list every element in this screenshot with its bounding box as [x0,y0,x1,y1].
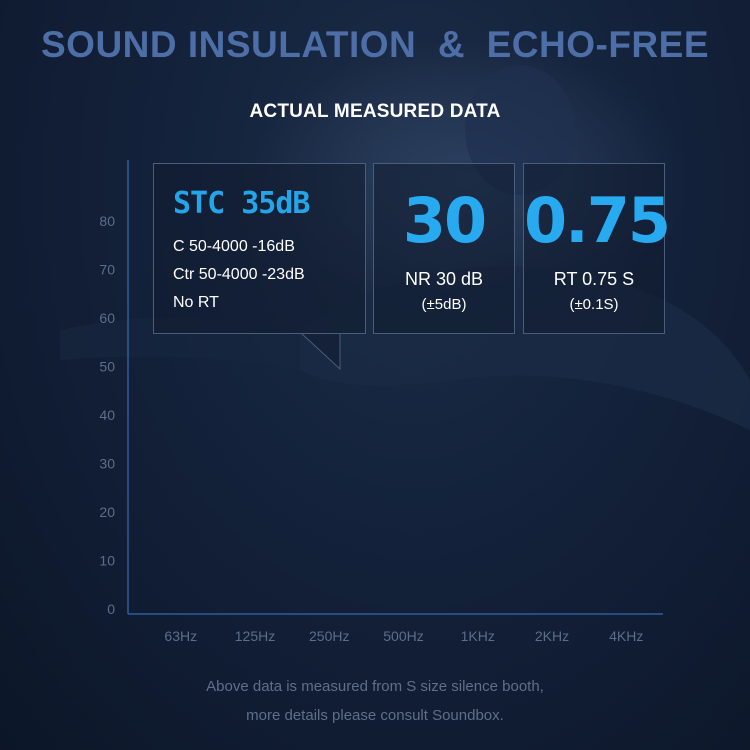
y-tick-labels: 0 10 20 30 40 50 60 70 80 [99,213,115,617]
stc-line-rt: No RT [173,294,219,311]
nr-label: NR 30 dB [404,269,484,289]
x-tick-label: 500Hz [383,628,423,644]
stc-card: STC 35dB C 50-4000 -16dB Ctr 50-4000 -23… [153,163,366,334]
y-tick-label: 20 [99,504,115,520]
footnote-line-2: more details please consult Soundbox. [246,707,504,724]
y-tick-label: 10 [99,553,115,569]
nr-value: 30 [402,184,487,257]
footnote-line-1: Above data is measured from S size silen… [206,678,544,695]
headline-title: SOUND INSULATION [40,24,417,65]
y-tick-label: 60 [99,310,115,326]
rt-card: 0.75 RT 0.75 S (±0.1S) [523,163,671,334]
y-tick-label: 30 [99,456,115,472]
stc-line-ctr: Ctr 50-4000 -23dB [173,266,305,283]
x-tick-label: 250Hz [309,628,349,644]
x-tick-label: 4KHz [609,628,643,644]
x-tick-label: 63Hz [164,628,197,644]
bars [154,390,628,619]
stc-line-c: C 50-4000 -16dB [173,238,295,255]
stc-title: STC 35dB [173,186,310,221]
nr-card: 30 NR 30 dB (±5dB) [373,163,515,334]
x-tick-label: 2KHz [535,628,569,644]
x-tick-label: 1KHz [461,628,495,644]
x-tick-label: 125Hz [235,628,275,644]
y-tick-label: 50 [99,359,115,375]
y-tick-label: 0 [107,601,115,617]
rt-tolerance: (±0.1S) [569,296,619,313]
chart-subtitle: ACTUAL MEASURED DATA [249,101,501,122]
callout-tail [300,333,341,371]
rt-label: RT 0.75 S [553,269,635,289]
y-tick-label: 70 [99,262,115,278]
y-tick-label: 40 [99,407,115,423]
headline-title-2: ECHO-FREE [486,24,710,65]
headline-ampersand: & [437,24,466,65]
rt-value: 0.75 [524,184,671,257]
page-headline: SOUND INSULATION & ECHO-FREE [0,24,750,66]
x-tick-labels: 63Hz 125Hz 250Hz 500Hz 1KHz 2KHz 4KHz [164,628,643,644]
nr-tolerance: (±5dB) [421,296,467,313]
y-tick-label: 80 [99,213,115,229]
